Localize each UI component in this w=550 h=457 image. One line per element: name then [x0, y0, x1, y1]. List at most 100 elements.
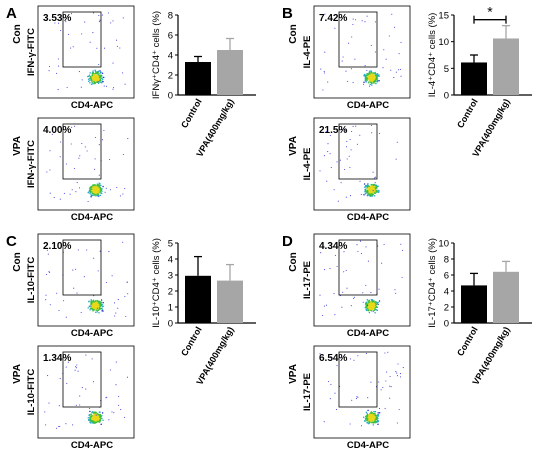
flow-event — [75, 366, 77, 368]
flow-event — [48, 70, 50, 72]
flow-event — [395, 158, 397, 160]
flow-event — [113, 86, 115, 88]
flow-event — [63, 192, 65, 194]
flow-event — [78, 187, 81, 189]
x-tick-label: Control — [455, 97, 480, 130]
flow-event — [91, 358, 93, 360]
flow-event — [87, 80, 90, 83]
flow-event — [363, 183, 366, 185]
flow-event — [361, 20, 363, 22]
flow-event — [113, 302, 116, 304]
panel-c: C 2.10%CD4-APCIL-10-FITCCon1.34%CD4-APCIL… — [6, 233, 256, 451]
flow-event — [372, 188, 375, 190]
flow-event — [73, 287, 75, 289]
flow-event — [92, 188, 95, 191]
flow-event — [92, 310, 94, 312]
flow-event — [370, 292, 372, 294]
flow-event — [78, 71, 80, 73]
flow-event — [378, 408, 381, 410]
flow-event — [74, 369, 76, 371]
flow-event — [359, 134, 361, 136]
flow-event — [352, 18, 354, 20]
flow-event — [356, 143, 358, 145]
flow-event — [111, 411, 113, 413]
y-tick-label: 0 — [168, 319, 173, 330]
flow-event — [368, 419, 370, 421]
flow-event — [94, 417, 97, 420]
flow-event — [367, 260, 369, 262]
flow-event — [362, 416, 365, 419]
flow-event — [375, 82, 377, 85]
flow-event — [374, 182, 376, 184]
flow-event — [98, 21, 100, 23]
flow-event — [348, 155, 350, 157]
flow-event — [98, 188, 101, 190]
flow-event — [372, 187, 374, 189]
flow-event — [90, 189, 93, 192]
flow-event — [65, 423, 67, 425]
flow-event — [373, 177, 375, 179]
flow-event — [56, 292, 58, 294]
flow-event — [336, 265, 338, 268]
flow-event — [374, 21, 376, 23]
flow-gate — [338, 123, 378, 180]
flow-event — [352, 82, 354, 84]
flow-event — [364, 419, 366, 422]
flow-event — [116, 45, 118, 47]
flow-event — [377, 191, 380, 194]
flow-event — [375, 78, 377, 80]
flow-event — [80, 86, 82, 88]
flow-event — [387, 351, 389, 353]
y-tick-label: 0 — [444, 319, 449, 330]
flow-event — [373, 300, 375, 302]
flow-event — [320, 252, 322, 254]
flow-event — [340, 182, 342, 184]
flow-event — [114, 315, 116, 317]
flow-event — [99, 250, 101, 252]
flow-event — [352, 125, 354, 127]
flow-event — [368, 414, 370, 416]
flow-event — [329, 268, 331, 270]
flow-event — [368, 311, 371, 314]
flow-event — [97, 270, 99, 272]
significance-marker: * — [487, 4, 493, 20]
flow-event — [72, 424, 74, 426]
flow-event — [367, 73, 370, 76]
flow-event — [365, 284, 367, 286]
flow-event — [48, 65, 51, 67]
flow-event — [369, 416, 372, 418]
flow-event — [369, 75, 372, 78]
flow-event — [72, 46, 74, 48]
flow-event — [71, 126, 73, 128]
flow-event — [366, 190, 369, 192]
flow-event — [91, 420, 93, 422]
flow-event — [124, 187, 126, 190]
flow-event — [89, 407, 91, 409]
flow-event — [343, 251, 345, 253]
flow-event — [117, 307, 119, 309]
flow-event — [371, 75, 373, 78]
flow-event — [350, 149, 352, 151]
flow-event — [324, 13, 326, 15]
flow-event — [375, 421, 377, 423]
flow-event — [98, 300, 100, 302]
flow-event — [101, 417, 103, 420]
flow-event — [104, 191, 106, 193]
flow-event — [87, 75, 89, 78]
flow-event — [363, 74, 365, 77]
flow-event — [90, 195, 92, 198]
flow-gate — [62, 11, 102, 68]
flow-gate — [338, 239, 378, 296]
flow-event — [98, 14, 100, 17]
flow-event — [103, 47, 106, 49]
y-tick-label: 6 — [444, 271, 449, 282]
flow-x-axis-label: CD4-APC — [347, 328, 389, 339]
flow-event — [109, 158, 111, 161]
flow-y-axis-label: IL-10-FITC — [26, 369, 37, 416]
gate-percent: 1.34% — [43, 353, 71, 364]
flow-event — [84, 146, 86, 148]
flow-event — [388, 35, 390, 37]
